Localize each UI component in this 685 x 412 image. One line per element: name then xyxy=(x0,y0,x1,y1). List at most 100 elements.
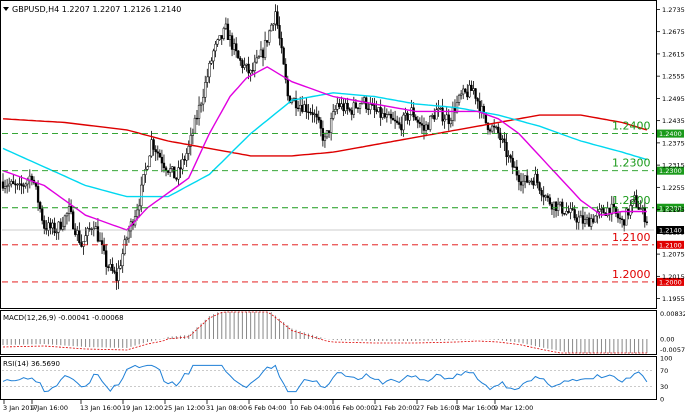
candle-body xyxy=(38,202,42,210)
price-tick-label: 1.2435 xyxy=(662,117,685,125)
candle-body xyxy=(369,104,372,110)
level-tag-text: 1.2100 xyxy=(659,241,682,249)
price-tick-label: 1.2015 xyxy=(662,273,685,281)
candle-body xyxy=(362,97,366,102)
candle-body xyxy=(202,97,205,105)
price-tick-label: 1.2075 xyxy=(662,251,685,259)
candle-body xyxy=(224,23,228,29)
candle-body xyxy=(620,218,624,220)
candle-body xyxy=(424,124,428,131)
candle-body xyxy=(367,108,370,110)
candle-body xyxy=(348,108,351,111)
candle-body xyxy=(36,186,40,203)
candle-body xyxy=(22,185,25,187)
candle-body xyxy=(495,126,498,129)
candle-body xyxy=(76,230,79,235)
candle-body xyxy=(567,211,570,213)
candle-body xyxy=(3,186,7,189)
candle-body xyxy=(183,159,186,161)
support-resistance-levels: 1.24001.24001.23001.23001.22001.22001.21… xyxy=(2,120,684,286)
price-tick-label: 1.2615 xyxy=(662,50,685,58)
symbol-info: GBPUSD,H4 1.2207 1.2207 1.2126 1.2140 xyxy=(12,5,181,14)
candle-body xyxy=(239,57,242,61)
candle-body xyxy=(643,207,646,223)
time-tick-label: 9 Mar 12:00 xyxy=(494,404,533,412)
candle-body xyxy=(443,118,446,122)
candle-body xyxy=(478,100,481,113)
candle-body xyxy=(336,103,339,110)
rsi-tick-label: 30 xyxy=(660,383,668,391)
candle-body xyxy=(245,63,248,66)
candle-body xyxy=(499,132,502,141)
candle-body xyxy=(439,107,442,110)
candle-body xyxy=(383,113,386,118)
candle-body xyxy=(214,43,217,52)
candle-body xyxy=(113,270,116,273)
level-tag xyxy=(657,277,684,286)
last-price-text: 1.2140 xyxy=(659,227,682,235)
candle-body xyxy=(53,222,56,233)
candle-body xyxy=(218,35,221,40)
candle-body xyxy=(356,107,360,109)
candle-body xyxy=(301,104,304,112)
moving-average-fast xyxy=(2,66,647,231)
candle-body xyxy=(538,182,541,191)
rsi-line xyxy=(2,364,648,393)
candle-body xyxy=(464,88,467,93)
candle-body xyxy=(587,217,591,227)
candle-body xyxy=(164,167,168,171)
candle-body xyxy=(435,109,438,120)
candle-body xyxy=(268,30,271,43)
candle-body xyxy=(420,123,424,126)
candle-body xyxy=(303,104,306,112)
rsi-tick-label: 0 xyxy=(660,396,664,404)
candle-body xyxy=(69,206,73,212)
candle-body xyxy=(280,37,283,49)
candle-body xyxy=(540,189,543,196)
time-tick-label: 6 Feb 04:00 xyxy=(248,404,287,412)
candle-body xyxy=(148,155,151,168)
candle-body xyxy=(74,228,77,235)
moving-average-slow xyxy=(2,114,648,157)
candle-body xyxy=(92,228,95,231)
candle-body xyxy=(523,175,527,182)
candle-body xyxy=(323,136,327,141)
candle-body xyxy=(5,185,9,187)
time-tick-label: 9 Jan 16:00 xyxy=(31,404,68,412)
candle-body xyxy=(536,173,539,183)
candle-body xyxy=(294,98,298,109)
candle-body xyxy=(67,206,71,214)
candle-body xyxy=(59,221,62,230)
level-label: 1.2300 xyxy=(612,157,651,170)
candle-body xyxy=(342,103,345,112)
candle-body xyxy=(259,49,263,57)
candle-body xyxy=(414,116,417,121)
price-tick-label: 1.1955 xyxy=(662,295,685,303)
candle-body xyxy=(486,122,490,130)
candle-body xyxy=(237,50,240,59)
candle-body xyxy=(235,43,238,52)
candle-body xyxy=(327,130,331,133)
symbol-dropdown-icon[interactable] xyxy=(3,7,9,11)
candle-body xyxy=(645,221,649,223)
candle-body xyxy=(544,195,547,198)
candle-body xyxy=(154,149,157,153)
candle-body xyxy=(400,124,403,131)
candle-body xyxy=(274,11,277,25)
candle-body xyxy=(102,244,106,251)
price-tick-label: 1.2675 xyxy=(662,28,685,36)
candle-body xyxy=(569,208,572,213)
candle-body xyxy=(590,218,593,227)
candle-body xyxy=(381,113,384,118)
level-label: 1.2000 xyxy=(612,268,651,281)
candle-body xyxy=(305,104,308,113)
candle-body xyxy=(247,63,250,74)
rsi-label: RSI(14) 36.5690 xyxy=(3,360,60,368)
candle-body xyxy=(63,215,67,227)
candle-body xyxy=(534,173,537,186)
candle-body xyxy=(181,159,184,170)
candle-body xyxy=(195,117,199,120)
candle-body xyxy=(631,199,634,206)
candle-body xyxy=(263,40,267,58)
candle-body xyxy=(241,60,244,68)
